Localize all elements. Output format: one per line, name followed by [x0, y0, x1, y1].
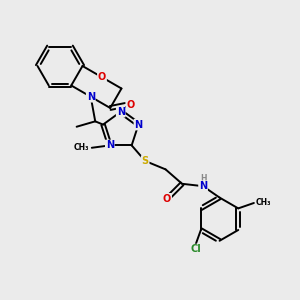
Text: H: H	[200, 174, 206, 183]
Text: S: S	[142, 156, 149, 166]
Text: N: N	[199, 181, 207, 191]
Text: N: N	[106, 140, 114, 150]
Text: CH₃: CH₃	[255, 199, 271, 208]
Text: N: N	[134, 120, 142, 130]
Text: N: N	[87, 92, 95, 102]
Text: CH₃: CH₃	[74, 143, 89, 152]
Text: N: N	[117, 107, 125, 117]
Text: Cl: Cl	[190, 244, 201, 254]
Text: O: O	[98, 72, 106, 82]
Text: O: O	[163, 194, 171, 204]
Text: O: O	[127, 100, 135, 110]
